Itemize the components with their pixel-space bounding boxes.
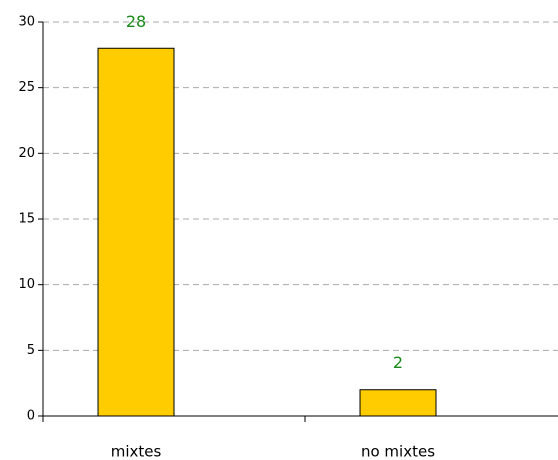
data-label: 28 (126, 12, 146, 31)
x-tick-label: mixtes (111, 443, 162, 460)
bar (359, 389, 437, 417)
y-tick-label: 0 (27, 409, 35, 424)
y-tick-label: 20 (18, 146, 35, 161)
bar (97, 47, 175, 417)
y-tick-label: 10 (18, 277, 35, 292)
y-tick-label: 15 (18, 212, 35, 227)
y-tick-label: 25 (18, 80, 35, 95)
y-tick-label: 30 (18, 15, 35, 30)
x-tick-label: no mixtes (361, 443, 435, 460)
data-label: 2 (393, 353, 403, 372)
y-tick-label: 5 (27, 343, 35, 358)
